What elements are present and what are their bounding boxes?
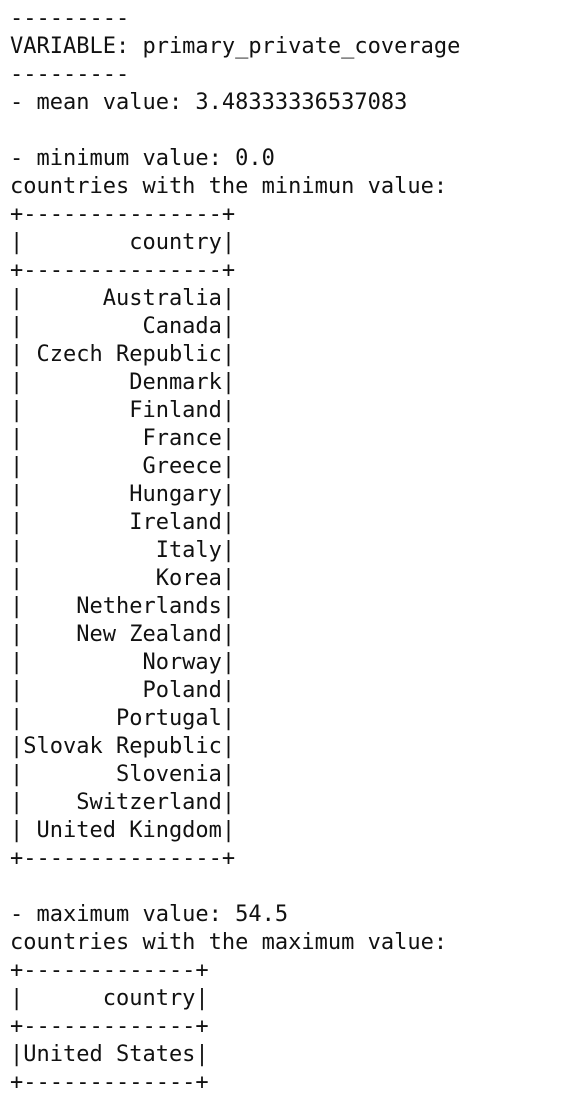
minimum-table-row: | Switzerland| <box>10 790 236 815</box>
minimum-value-line: - minimum value: 0.0 <box>10 146 275 171</box>
variable-line: VARIABLE: primary_private_coverage <box>10 34 461 59</box>
maximum-table-row: |United States| <box>10 1042 209 1067</box>
blank-line <box>10 873 588 901</box>
minimum-table-row: | Slovenia| <box>10 762 236 787</box>
minimum-table-row: | Poland| <box>10 678 236 703</box>
minimum-table-row: | Denmark| <box>10 370 236 395</box>
separator-bottom: --------- <box>10 62 130 87</box>
minimum-table-row: | Ireland| <box>10 510 236 535</box>
maximum-value-line: - maximum value: 54.5 <box>10 902 289 927</box>
minimum-table-row: | Finland| <box>10 398 236 423</box>
minimum-table-row: | France| <box>10 426 236 451</box>
minimum-table-row: | Czech Republic| <box>10 342 236 367</box>
minimum-table-row: |Slovak Republic| <box>10 734 236 759</box>
maximum-table-header: | country| <box>10 986 209 1011</box>
minimum-table-row: | Greece| <box>10 454 236 479</box>
mean-value-line: - mean value: 3.48333336537083 <box>10 90 408 115</box>
maximum-table-border-bottom: +-------------+ <box>10 1070 209 1095</box>
minimum-table-border-top: +---------------+ <box>10 202 236 227</box>
maximum-table-border-top: +-------------+ <box>10 958 209 983</box>
minimum-table-row: | New Zealand| <box>10 622 236 647</box>
minimum-table-border-bottom: +---------------+ <box>10 846 236 871</box>
maximum-heading-line: countries with the maximum value: <box>10 930 448 955</box>
minimum-table-row: | Portugal| <box>10 706 236 731</box>
minimum-table-row: | Hungary| <box>10 482 236 507</box>
blank-line <box>10 117 588 145</box>
maximum-table-border-mid: +-------------+ <box>10 1014 209 1039</box>
minimum-heading-line: countries with the minimun value: <box>10 174 448 199</box>
minimum-table-row: | Netherlands| <box>10 594 236 619</box>
minimum-table-row: | Italy| <box>10 538 236 563</box>
minimum-table-row: | United Kingdom| <box>10 818 236 843</box>
minimum-table-row: | Canada| <box>10 314 236 339</box>
minimum-table-row: | Australia| <box>10 286 236 311</box>
minimum-table-border-mid: +---------------+ <box>10 258 236 283</box>
minimum-table-row: | Korea| <box>10 566 236 591</box>
separator-top: --------- <box>10 6 130 31</box>
minimum-table-row: | Norway| <box>10 650 236 675</box>
minimum-table-header: | country| <box>10 230 236 255</box>
